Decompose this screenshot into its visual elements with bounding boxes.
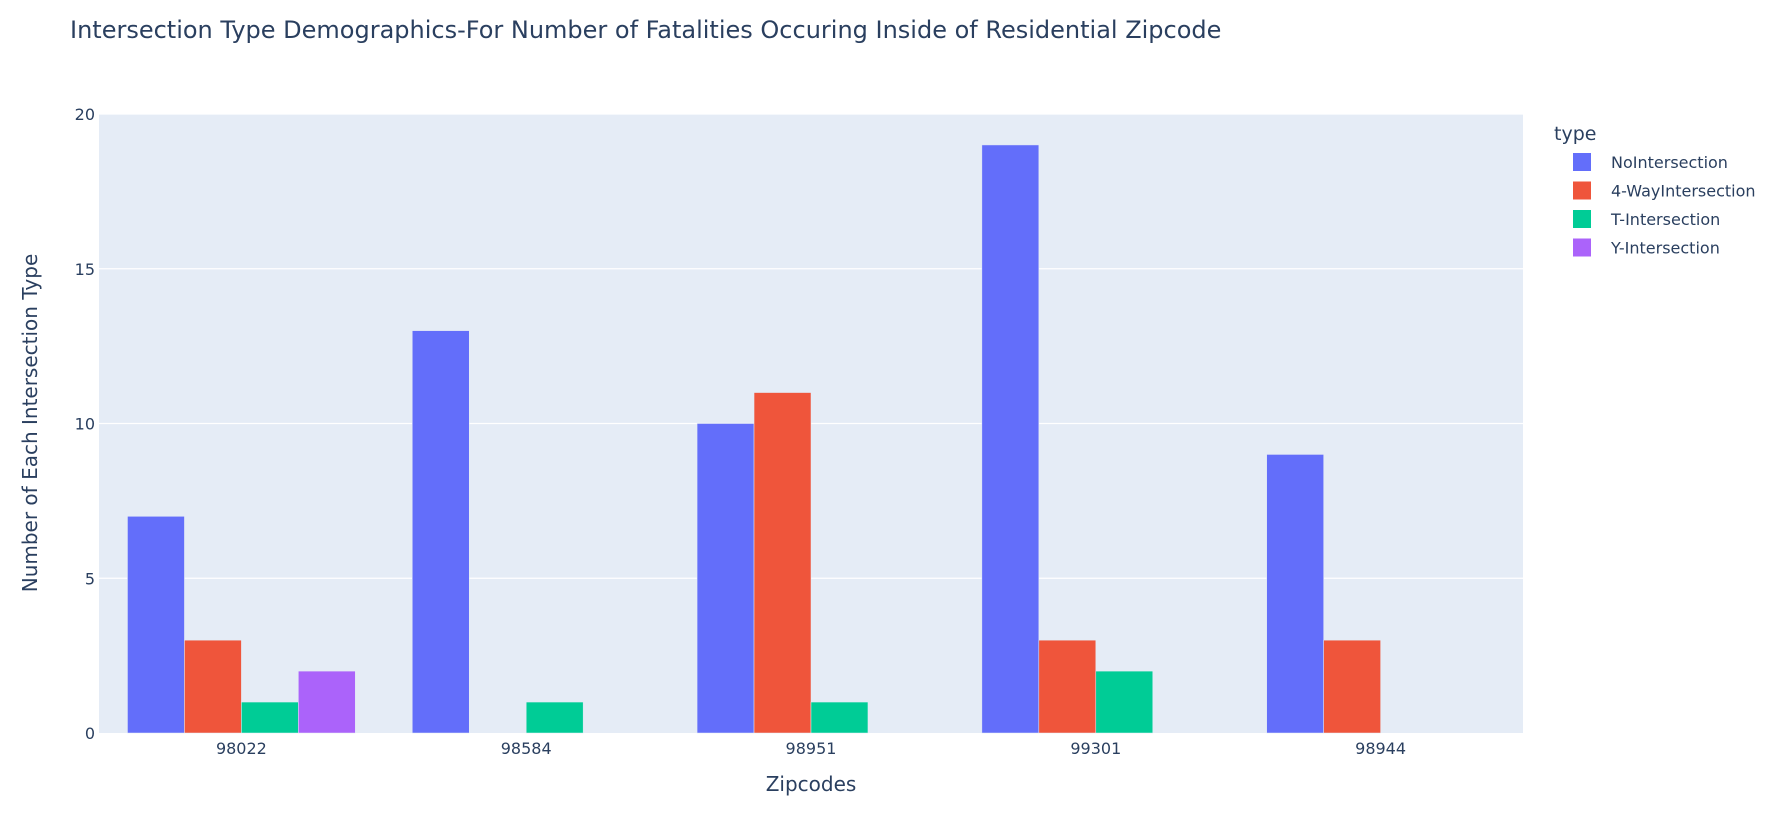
y-tick-label: 15 bbox=[75, 260, 95, 279]
legend-title: type bbox=[1554, 123, 1596, 145]
x-tick-label: 98022 bbox=[216, 739, 267, 758]
y-tick-label: 20 bbox=[75, 105, 95, 124]
chart-title: Intersection Type Demographics-For Numbe… bbox=[70, 16, 1221, 44]
y-tick-label: 5 bbox=[85, 569, 95, 588]
legend-swatch[interactable] bbox=[1573, 181, 1591, 200]
bar-t-intersection-98584[interactable] bbox=[525, 701, 584, 734]
legend-label[interactable]: NoIntersection bbox=[1611, 153, 1728, 172]
bar-y-intersection-98022[interactable] bbox=[298, 670, 356, 734]
legend-swatch[interactable] bbox=[1573, 238, 1591, 257]
y-axis-title: Number of Each Intersection Type bbox=[18, 254, 42, 593]
legend-label[interactable]: T-Intersection bbox=[1610, 210, 1720, 229]
legend[interactable]: NoIntersection 4-WayIntersection T-Interse… bbox=[1573, 153, 1756, 258]
bar-nointersection-99301[interactable] bbox=[981, 144, 1040, 734]
bar-nointersection-98951[interactable] bbox=[696, 423, 755, 734]
y-tick-label: 10 bbox=[75, 415, 95, 434]
legend-label[interactable]: 4-WayIntersection bbox=[1611, 182, 1756, 201]
x-axis-title: Zipcodes bbox=[766, 772, 857, 796]
bar-t-intersection-99301[interactable] bbox=[1095, 670, 1154, 734]
y-axis-ticks: 0 5 10 15 20 bbox=[75, 105, 95, 743]
bars bbox=[127, 144, 1381, 734]
legend-swatch[interactable] bbox=[1573, 153, 1591, 171]
bar-4-wayintersection-98951[interactable] bbox=[753, 392, 812, 734]
legend-label[interactable]: Y-Intersection bbox=[1610, 239, 1720, 258]
bar-4-wayintersection-98944[interactable] bbox=[1323, 639, 1381, 734]
bar-t-intersection-98951[interactable] bbox=[810, 701, 869, 734]
bar-4-wayintersection-98022[interactable] bbox=[184, 639, 242, 734]
x-tick-label: 98944 bbox=[1355, 739, 1406, 758]
bar-nointersection-98022[interactable] bbox=[127, 516, 185, 734]
bar-t-intersection-98022[interactable] bbox=[241, 701, 299, 734]
x-tick-label: 98584 bbox=[501, 739, 552, 758]
x-tick-label: 98951 bbox=[786, 739, 837, 758]
bar-nointersection-98944[interactable] bbox=[1266, 454, 1324, 734]
y-tick-label: 0 bbox=[85, 724, 95, 743]
bar-nointersection-98584[interactable] bbox=[412, 330, 470, 734]
x-axis-ticks: 98022 98584 98951 99301 98944 bbox=[216, 739, 1406, 758]
legend-swatch[interactable] bbox=[1573, 210, 1591, 228]
x-tick-label: 99301 bbox=[1070, 739, 1121, 758]
bar-4-wayintersection-99301[interactable] bbox=[1038, 639, 1097, 734]
